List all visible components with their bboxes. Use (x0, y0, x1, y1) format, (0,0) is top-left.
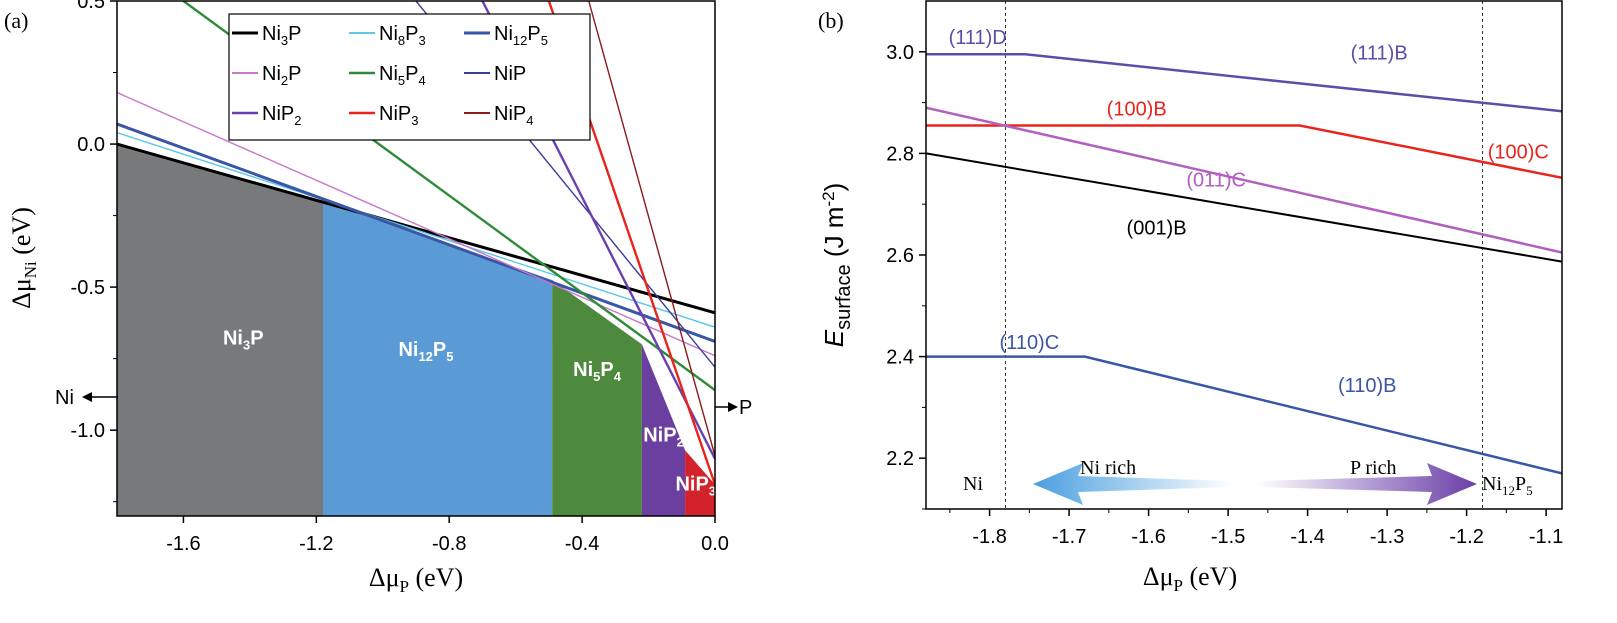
surface-line-110 (926, 355, 1562, 475)
ni-arrow-label: Ni (55, 387, 74, 409)
line-ni2p (117, 91, 715, 357)
x-axis-label-b: ΔμP (eV) (1143, 562, 1237, 595)
plot-frame-a (116, 0, 716, 517)
region-label-ni3p: Ni3P (223, 327, 264, 352)
y-axis-ticks-a: 0.5 0.0 -0.5 -1.0 (71, 0, 117, 503)
surface-label: (111)B (1351, 42, 1408, 64)
surface-line-001 (926, 152, 1562, 263)
ni12p5-end-label: Ni12P5 (1482, 473, 1533, 498)
ni-rich-label: Ni rich (1080, 457, 1136, 479)
x-tick-label-b: -1.6 (1131, 526, 1165, 548)
surface-label: (011)C (1186, 169, 1246, 191)
y-tick-label-b: 2.8 (886, 143, 914, 165)
x-tick-label-b: -1.8 (972, 526, 1006, 548)
legend-label-ni5p4: Ni5P4 (379, 63, 426, 88)
ni-end-label: Ni (963, 473, 983, 495)
region-ni5p4 (552, 280, 642, 516)
surface-label: (111)D (949, 27, 1007, 49)
surface-line-111 (926, 53, 1562, 113)
legend-box-a (228, 13, 591, 141)
surface-line-labels: (111)D (111)B (100)B (100)C (011)C (001)B (110… (949, 27, 1549, 397)
panel-b: (b) (111)D (111)B (100)B (100)C (011)C (001)B… (818, 0, 1563, 595)
y-tick-label-b: 2.2 (886, 448, 914, 470)
legend-a: Ni3P Ni8P3 Ni12P5 Ni2P Ni5P4 NiP NiP2 NiP3 NiP4 (228, 13, 591, 141)
surface-label: (001)B (1127, 218, 1187, 240)
legend-label-nip4: NiP4 (494, 103, 533, 128)
panel-a: (a) Ni3P Ni12P5 Ni5P4 NiP2 NiP3 -1.6 -1.2 -0.8… (4, 0, 752, 596)
x-tick-label-b: -1.3 (1370, 526, 1404, 548)
p-rich-label: P rich (1350, 457, 1396, 479)
line-nip4 (588, 1, 715, 457)
panel-a-label: (a) (4, 8, 28, 33)
y-tick-label-b: 3.0 (886, 42, 914, 64)
x-axis-ticks-a: -1.6 -1.2 -0.8 -0.4 0.0 (166, 516, 729, 555)
y-axis-label-a: ΔμNi (eV) (7, 207, 40, 309)
x-axis-label-a: ΔμP (eV) (369, 563, 463, 596)
p-arrow-label: P (739, 397, 752, 419)
x-tick-label-a: -1.2 (299, 533, 333, 555)
y-tick-label-a: -0.5 (71, 277, 105, 299)
line-ni12p5 (117, 122, 715, 343)
region-label-ni5p4: Ni5P4 (573, 359, 622, 384)
line-ni3p (117, 142, 715, 315)
composition-arrows: Ni Ni rich P rich Ni12P5 (963, 457, 1533, 505)
legend-label-ni3p: Ni3P (262, 23, 301, 48)
line-ni8p3 (117, 131, 715, 328)
x-tick-label-a: -0.8 (432, 533, 466, 555)
region-label-ni12p5: Ni12P5 (398, 339, 453, 364)
x-tick-label-a: 0.0 (701, 533, 729, 555)
region-nip3 (685, 450, 715, 516)
phase-regions (117, 144, 715, 516)
region-labels: Ni3P Ni12P5 Ni5P4 NiP2 NiP3 (223, 327, 716, 498)
x-tick-label-b: -1.1 (1529, 526, 1563, 548)
y-tick-label-a: 0.0 (77, 134, 105, 156)
x-tick-label-b: -1.5 (1211, 526, 1245, 548)
x-tick-label-b: -1.4 (1290, 526, 1324, 548)
region-nip2 (641, 344, 686, 516)
surface-energy-lines (926, 53, 1562, 475)
surface-line-011 (926, 106, 1562, 254)
x-tick-label-b: -1.7 (1052, 526, 1086, 548)
x-tick-label-b: -1.2 (1449, 526, 1483, 548)
y-tick-label-a: 0.5 (77, 0, 105, 13)
y-axis-ticks-b: 3.0 2.8 2.6 2.4 2.2 (886, 42, 926, 510)
x-tick-label-a: -0.4 (565, 533, 599, 555)
legend-label-ni8p3: Ni8P3 (379, 23, 426, 48)
region-label-nip3: NiP3 (675, 473, 716, 498)
legend-label-nip3: NiP3 (379, 103, 418, 128)
y-tick-label-b: 2.4 (886, 347, 914, 369)
p-rich-arrow (1257, 463, 1477, 505)
legend-label-nip2: NiP2 (262, 103, 301, 128)
surface-label: (100)B (1107, 98, 1167, 120)
vertical-reference-lines (1005, 1, 1483, 509)
legend-label-ni2p: Ni2P (262, 63, 301, 88)
region-ni3p (117, 144, 323, 516)
ni-direction-arrow: Ni (55, 387, 118, 409)
legend-label-nip: NiP (494, 63, 526, 85)
x-tick-label-a: -1.6 (166, 533, 200, 555)
region-label-nip2: NiP2 (643, 425, 684, 450)
ni-rich-arrow (1033, 463, 1232, 505)
surface-line-100 (926, 124, 1562, 180)
p-direction-arrow: P (715, 397, 752, 419)
panel-b-label: (b) (818, 8, 844, 33)
y-tick-label-b: 2.6 (886, 245, 914, 267)
region-ni12p5 (323, 201, 553, 516)
y-axis-label-b: Esurface (J m-2) (819, 183, 855, 348)
surface-label: (100)C (1488, 141, 1549, 163)
y-tick-label-a: -1.0 (71, 420, 105, 442)
legend-label-ni12p5: Ni12P5 (494, 23, 548, 48)
x-axis-ticks-b: -1.8 -1.7 -1.6 -1.5 -1.4 -1.3 -1.2 -1.1 (949, 509, 1563, 548)
surface-label: (110)C (1000, 332, 1060, 354)
surface-label: (110)B (1338, 375, 1397, 397)
